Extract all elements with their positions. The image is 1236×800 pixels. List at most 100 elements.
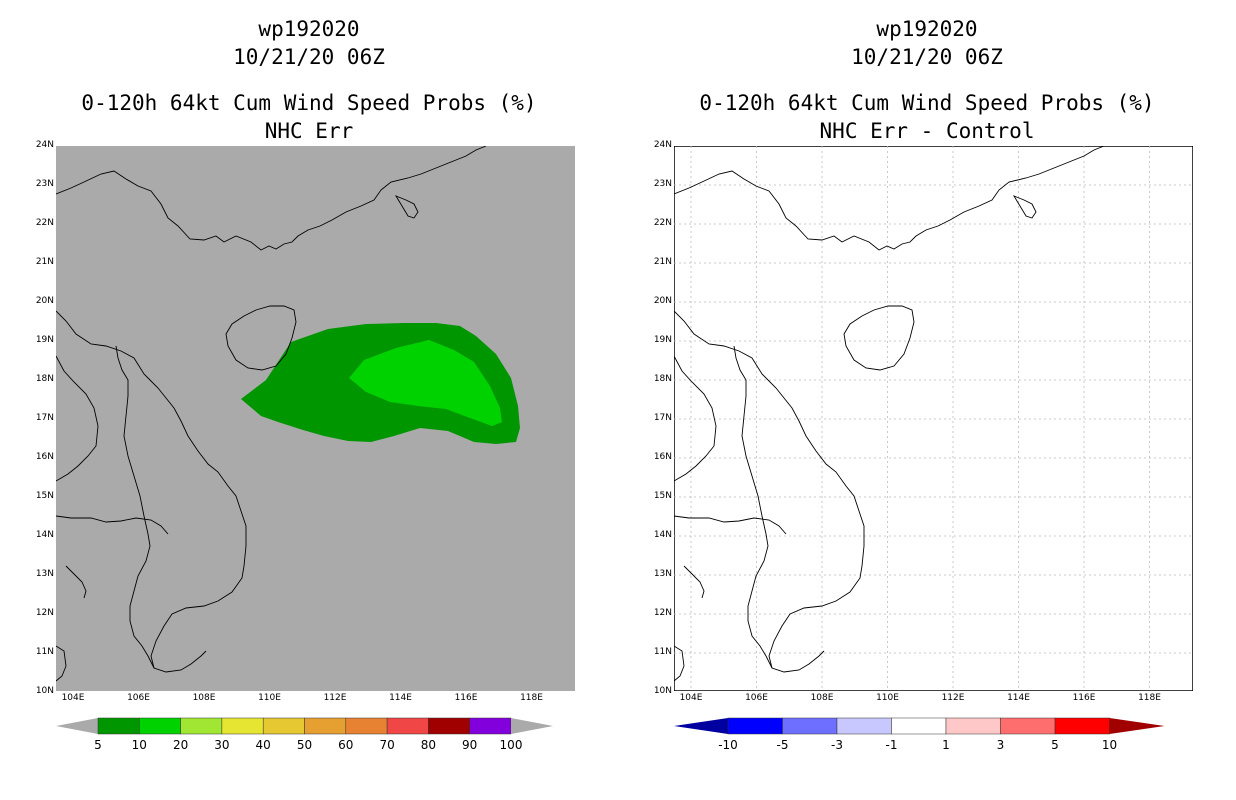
colorbar-cell — [469, 717, 512, 735]
product-title: 0-120h 64kt Cum Wind Speed Probs (%) — [699, 91, 1155, 115]
lon-label: 114E — [389, 693, 412, 703]
lat-label: 16N — [653, 452, 672, 462]
colorbar-cell — [221, 717, 264, 735]
colorbar-tick-label: -5 — [776, 738, 789, 752]
lon-label: 114E — [1007, 693, 1030, 703]
lon-label: 108E — [810, 693, 834, 703]
lat-label: 16N — [35, 452, 54, 462]
lat-label: 17N — [35, 413, 54, 423]
coastlines — [674, 146, 1105, 682]
colorbar-cell — [836, 717, 892, 735]
colorbar-under-arrow — [674, 718, 728, 734]
colorbar-tick-label: 50 — [296, 738, 313, 752]
lat-label: 10N — [35, 686, 54, 696]
right-panel: wp192020 10/21/20 06Z 0-120h 64kt Cum Wi… — [618, 0, 1236, 800]
lat-label: 10N — [653, 686, 672, 696]
colorbar-tick-label: 90 — [462, 738, 478, 752]
lat-label: 18N — [653, 374, 672, 384]
difference-map — [674, 146, 1193, 691]
lat-label: 23N — [35, 179, 54, 189]
init-time: 10/21/20 06Z — [233, 45, 385, 69]
lat-label: 19N — [653, 335, 672, 345]
lat-label: 13N — [35, 569, 54, 579]
left-panel: wp192020 10/21/20 06Z 0-120h 64kt Cum Wi… — [35, 17, 575, 752]
colorbar-cell — [945, 717, 1001, 735]
colorbar-cell — [727, 717, 783, 735]
lat-label: 15N — [35, 491, 54, 501]
lon-label: 118E — [520, 693, 543, 703]
colorbar — [674, 717, 1165, 735]
colorbar-tick-label: -10 — [718, 738, 738, 752]
colorbar-cells — [674, 717, 1165, 735]
lon-label: 112E — [941, 693, 965, 703]
lon-label: 104E — [679, 693, 703, 703]
colorbar-tick-label: 1 — [942, 738, 950, 752]
lon-label: 108E — [192, 693, 216, 703]
lat-label: 18N — [35, 374, 54, 384]
lat-label: 11N — [653, 647, 672, 657]
lat-label: 13N — [653, 569, 672, 579]
lat-label: 20N — [35, 296, 54, 306]
colorbar-tick-label: 100 — [499, 738, 523, 752]
coastlines — [56, 146, 487, 682]
lat-label: 12N — [653, 608, 672, 618]
colorbar-tick-label: -3 — [831, 738, 843, 752]
colorbar-cell — [1054, 717, 1110, 735]
colorbar-cells — [97, 717, 512, 735]
lat-label: 20N — [653, 296, 672, 306]
colorbar-tick-label: 5 — [94, 738, 102, 752]
lat-label: 11N — [35, 647, 54, 657]
colorbar-cell — [262, 717, 305, 735]
panel-subtitle: NHC Err - Control — [819, 119, 1035, 143]
lon-label: 110E — [258, 693, 281, 703]
colorbar-over-arrow — [511, 718, 553, 734]
lat-label: 12N — [35, 608, 54, 618]
lat-label: 19N — [35, 335, 54, 345]
panel-subtitle: NHC Err — [264, 119, 354, 143]
probability-map — [56, 146, 575, 691]
lon-label: 106E — [745, 693, 768, 703]
colorbar-tick-label: -1 — [885, 738, 898, 752]
storm-id: wp192020 — [876, 17, 978, 41]
lat-label: 24N — [35, 140, 54, 150]
colorbar-cell — [386, 717, 429, 735]
lon-label: 116E — [1072, 693, 1096, 703]
gridlines — [674, 146, 1193, 691]
lat-label: 17N — [653, 413, 672, 423]
lat-label: 23N — [653, 179, 672, 189]
map-background — [674, 146, 1193, 691]
colorbar-cell — [97, 717, 140, 735]
product-title: 0-120h 64kt Cum Wind Speed Probs (%) — [81, 91, 537, 115]
colorbar-under-arrow — [56, 718, 98, 734]
lat-label: 24N — [653, 140, 672, 150]
colorbar-tick-label: 30 — [214, 738, 230, 752]
lat-label: 15N — [653, 491, 672, 501]
storm-id: wp192020 — [258, 17, 360, 41]
colorbar-tick-label: 20 — [172, 738, 189, 752]
lat-label: 14N — [35, 530, 54, 540]
init-time: 10/21/20 06Z — [851, 45, 1003, 69]
colorbar-tick-label: 60 — [338, 738, 354, 752]
colorbar — [56, 717, 553, 735]
colorbar-cell — [180, 717, 223, 735]
lat-label: 21N — [35, 257, 54, 267]
colorbar-cell — [139, 717, 181, 735]
contour-10-20 — [349, 340, 502, 426]
lon-label: 110E — [876, 693, 899, 703]
lat-label: 14N — [653, 530, 672, 540]
colorbar-tick-label: 10 — [131, 738, 147, 752]
colorbar-over-arrow — [1109, 718, 1165, 734]
lon-label: 116E — [454, 693, 478, 703]
colorbar-tick-label: 70 — [379, 738, 395, 752]
colorbar-tick-label: 80 — [420, 738, 437, 752]
colorbar-cell — [345, 717, 388, 735]
lon-label: 112E — [323, 693, 347, 703]
lon-label: 118E — [1138, 693, 1161, 703]
lon-label: 106E — [127, 693, 150, 703]
colorbar-cell — [1000, 717, 1056, 735]
colorbar-tick-label: 5 — [1051, 738, 1059, 752]
lat-label: 22N — [35, 218, 54, 228]
lat-label: 22N — [653, 218, 672, 228]
colorbar-cell — [428, 717, 470, 735]
lon-label: 104E — [61, 693, 85, 703]
